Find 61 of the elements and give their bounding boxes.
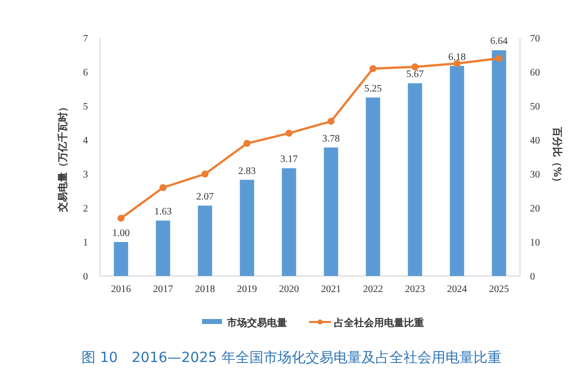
x-tick-label: 2019 <box>237 284 257 295</box>
y-tick-label: 6 <box>83 68 88 78</box>
bar <box>324 147 338 276</box>
data-label: 1.00 <box>112 228 130 239</box>
y-tick-label: 7 <box>83 34 88 44</box>
data-label: 5.67 <box>406 69 424 80</box>
bar <box>282 168 296 276</box>
data-label: 2.07 <box>196 192 214 203</box>
point <box>328 118 334 125</box>
point <box>244 140 250 147</box>
data-label: 3.78 <box>322 133 340 144</box>
y2-tick-label: 0 <box>530 272 535 282</box>
y-axis-title: 交易电量（万亿千瓦时） <box>57 102 69 213</box>
point <box>496 54 502 62</box>
x-tick-label: 2016 <box>111 284 131 295</box>
y-tick-label: 0 <box>83 272 88 282</box>
data-label: 6.64 <box>490 36 508 48</box>
point <box>370 65 376 72</box>
data-label: 5.25 <box>364 84 382 94</box>
point <box>412 63 418 70</box>
y-tick-label: 3 <box>83 170 88 180</box>
x-tick-label: 2018 <box>195 284 215 295</box>
data-label: 6.18 <box>448 52 466 63</box>
y2-tick-label: 40 <box>530 136 540 146</box>
y2-tick-label: 30 <box>530 170 540 180</box>
y-tick-label: 4 <box>83 136 88 146</box>
legend-label: 市场交易电量 <box>226 317 287 329</box>
data-label: 1.63 <box>154 206 172 218</box>
bar <box>408 83 422 276</box>
point <box>160 184 166 192</box>
bar <box>240 180 254 276</box>
x-tick-label: 2020 <box>279 284 299 295</box>
text: 图 10 2016—2025 年全国市场化交易电量及占全社会用电量比重 <box>82 350 502 366</box>
bar <box>156 220 170 276</box>
x-tick-label: 2023 <box>405 284 425 295</box>
point <box>202 170 208 178</box>
bar <box>450 66 464 276</box>
y2-tick-label: 10 <box>530 238 540 248</box>
point <box>454 60 460 67</box>
point <box>118 214 124 222</box>
y2-tick-label: 60 <box>530 68 540 78</box>
y2-axis-title: 百分比（%） <box>551 126 563 188</box>
bar <box>198 206 212 276</box>
x-tick-label: 2021 <box>321 284 341 295</box>
data-label: 2.83 <box>238 166 256 177</box>
x-tick-label: 2024 <box>447 284 467 295</box>
y2-tick-label: 70 <box>530 34 540 44</box>
data-label: 3.17 <box>280 154 298 166</box>
x-tick-label: 2017 <box>153 284 173 295</box>
y2-tick-label: 50 <box>530 102 540 112</box>
point <box>286 130 292 137</box>
bar <box>114 242 128 276</box>
bar <box>366 98 380 276</box>
y-tick-label: 5 <box>83 102 88 112</box>
y-tick-label: 1 <box>83 238 88 248</box>
legend-label: 占全社会用电量比重 <box>334 317 424 329</box>
y2-tick-label: 20 <box>530 204 540 214</box>
x-tick-label: 2022 <box>363 284 383 295</box>
bar <box>492 50 506 276</box>
y-tick-label: 2 <box>83 204 88 214</box>
x-tick-label: 2025 <box>489 284 509 295</box>
